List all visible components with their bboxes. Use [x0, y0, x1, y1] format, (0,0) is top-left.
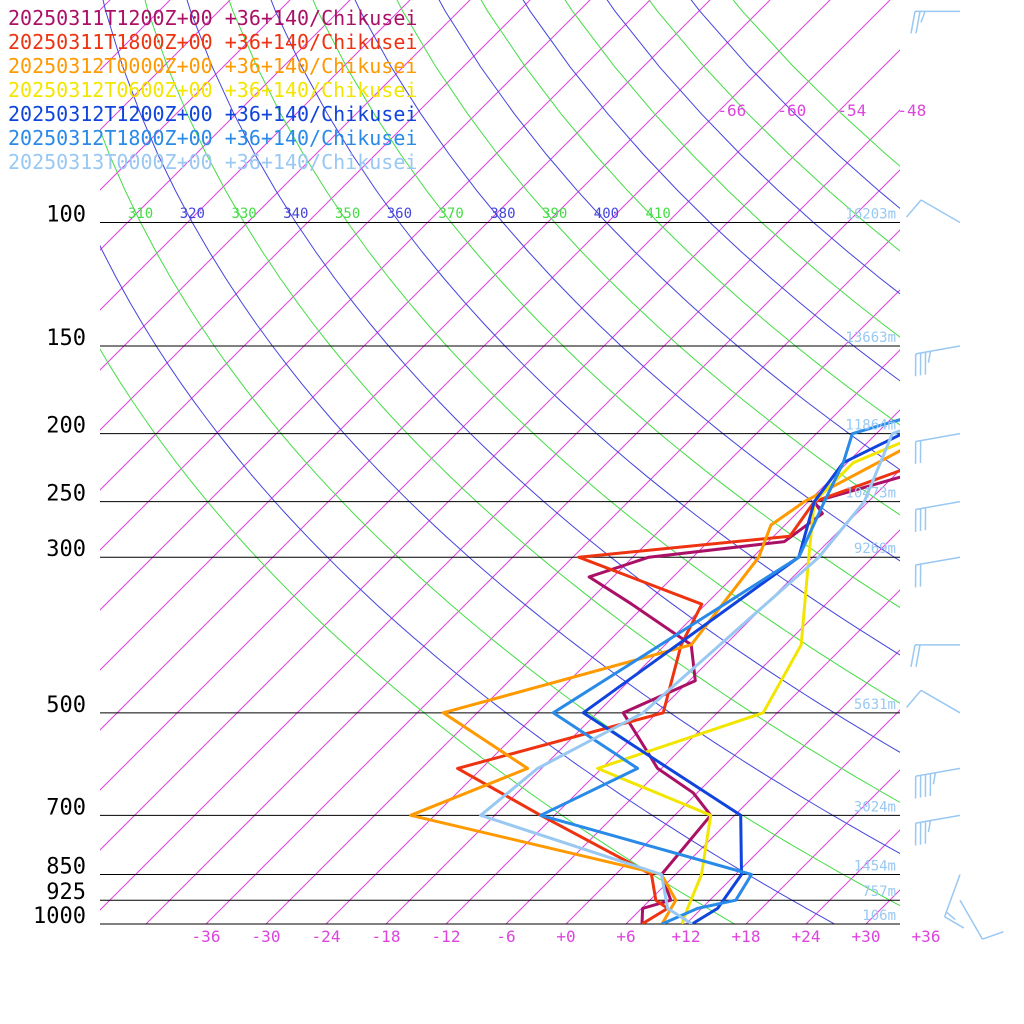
temperature-profile-line [479, 429, 900, 924]
theta-tick-label: 390 [542, 206, 567, 222]
legend-entry: 20250312T0000Z+00 +36+140/Chikusei [8, 54, 418, 78]
temperature-tick-label: -18 [372, 927, 401, 946]
wind-barb [914, 432, 961, 464]
wind-barb [914, 345, 961, 377]
height-label: 5631m [854, 697, 896, 713]
temperature-tick-label: -48 [897, 101, 926, 120]
isotherm-line [505, 529, 900, 924]
isotherm-line [100, 0, 411, 311]
wind-barb [914, 500, 961, 532]
temperature-profiles [409, 418, 900, 924]
temperature-tick-label: +24 [792, 927, 821, 946]
pressure-label: 300 [46, 537, 86, 562]
temperature-tick-label: -36 [192, 927, 221, 946]
temperature-profile-line [539, 418, 900, 924]
wind-barb [910, 644, 960, 667]
temperature-tick-label: +6 [616, 927, 635, 946]
temperature-profile-line [456, 469, 900, 924]
pressure-label: 150 [46, 326, 86, 351]
height-label: 10473m [845, 486, 896, 502]
temperature-tick-label: -24 [312, 927, 341, 946]
temperature-tick-label: -54 [837, 101, 866, 120]
isotherm-line [100, 0, 531, 431]
isobars [100, 222, 900, 925]
height-label: 16203m [845, 207, 896, 223]
legend-entry: 20250312T1200Z+00 +36+140/Chikusei [8, 102, 418, 126]
temperature-tick-label: -30 [252, 927, 281, 946]
wind-barb [905, 199, 961, 224]
legend-entry: 20250311T1800Z+00 +36+140/Chikusei [8, 30, 418, 54]
height-label: 1454m [854, 858, 896, 874]
pressure-label: 850 [46, 854, 86, 879]
pressure-label: 925 [46, 880, 86, 905]
legend-entry: 20250311T1200Z+00 +36+140/Chikusei [8, 6, 418, 30]
axis-labels: 100 16203m 150 13663m 200 11864m 250 10473m 300 9… [33, 101, 940, 946]
height-label: 13663m [845, 330, 896, 346]
temperature-profile-line [587, 475, 900, 924]
isotherm-line [565, 589, 900, 924]
wind-barb [914, 767, 961, 799]
legend-entry: 20250312T0600Z+00 +36+140/Chikusei [8, 78, 418, 102]
pressure-label: 100 [46, 203, 86, 228]
theta-tick-label: 370 [438, 206, 463, 222]
temperature-tick-label: -6 [496, 927, 515, 946]
isotherm-line [100, 0, 231, 131]
dry-adiabat-line [648, 0, 900, 252]
temperature-tick-label: -60 [777, 101, 806, 120]
wind-barb [959, 899, 1004, 940]
dry-adiabat-line [354, 0, 900, 562]
isotherm-line [100, 0, 291, 191]
theta-tick-label: 400 [594, 206, 619, 222]
isotherm-line [445, 469, 900, 924]
wind-barb [910, 10, 960, 34]
dry-adiabat-line [522, 0, 900, 382]
temperature-tick-label: -12 [432, 927, 461, 946]
isotherm-line [685, 709, 900, 924]
theta-tick-label: 410 [646, 206, 671, 222]
wind-barb [914, 556, 961, 588]
wind-barb [943, 874, 965, 929]
theta-tick-label: 340 [283, 206, 308, 222]
theta-tick-label: 320 [180, 206, 205, 222]
temperature-tick-label: -66 [717, 101, 746, 120]
legend-entry: 20250313T0000Z+00 +36+140/Chikusei [8, 150, 418, 174]
temperature-profile-line [409, 449, 900, 924]
isotherm-line [625, 649, 900, 924]
height-label: 9269m [854, 541, 896, 557]
isotherm-line [100, 0, 351, 251]
height-label: 757m [862, 884, 896, 900]
temperature-tick-label: +0 [556, 927, 575, 946]
temperature-tick-label: +36 [912, 927, 941, 946]
theta-tick-label: 330 [231, 206, 256, 222]
pressure-label: 1000 [33, 904, 86, 929]
theta-tick-label: 380 [490, 206, 515, 222]
pressure-label: 500 [46, 693, 86, 718]
theta-tick-label: 360 [387, 206, 412, 222]
wind-barbs [905, 10, 1004, 940]
isotherm-line [325, 349, 900, 924]
dry-adiabat-line [690, 0, 900, 210]
temperature-tick-label: +30 [852, 927, 881, 946]
pressure-label: 200 [46, 414, 86, 439]
temperature-profile-line [581, 433, 900, 924]
pressure-label: 250 [46, 482, 86, 507]
isotherm-line [100, 0, 471, 371]
wind-barb [914, 814, 961, 846]
temperature-profile-line [596, 441, 900, 924]
temperature-tick-label: +18 [732, 927, 761, 946]
isotherm-line [926, 0, 1024, 924]
theta-tick-label: 350 [335, 206, 360, 222]
legend: 20250311T1200Z+00 +36+140/Chikusei 20250… [8, 6, 417, 174]
height-label: 3024m [854, 799, 896, 815]
wind-barb [905, 689, 961, 714]
height-label: 11864m [845, 418, 896, 434]
height-label: 106m [862, 908, 896, 924]
legend-entry: 20250312T1800Z+00 +36+140/Chikusei [8, 126, 418, 150]
pressure-label: 700 [46, 795, 86, 820]
theta-tick-label: 310 [128, 206, 153, 222]
temperature-tick-label: +12 [672, 927, 701, 946]
isotherm-line [986, 0, 1024, 924]
